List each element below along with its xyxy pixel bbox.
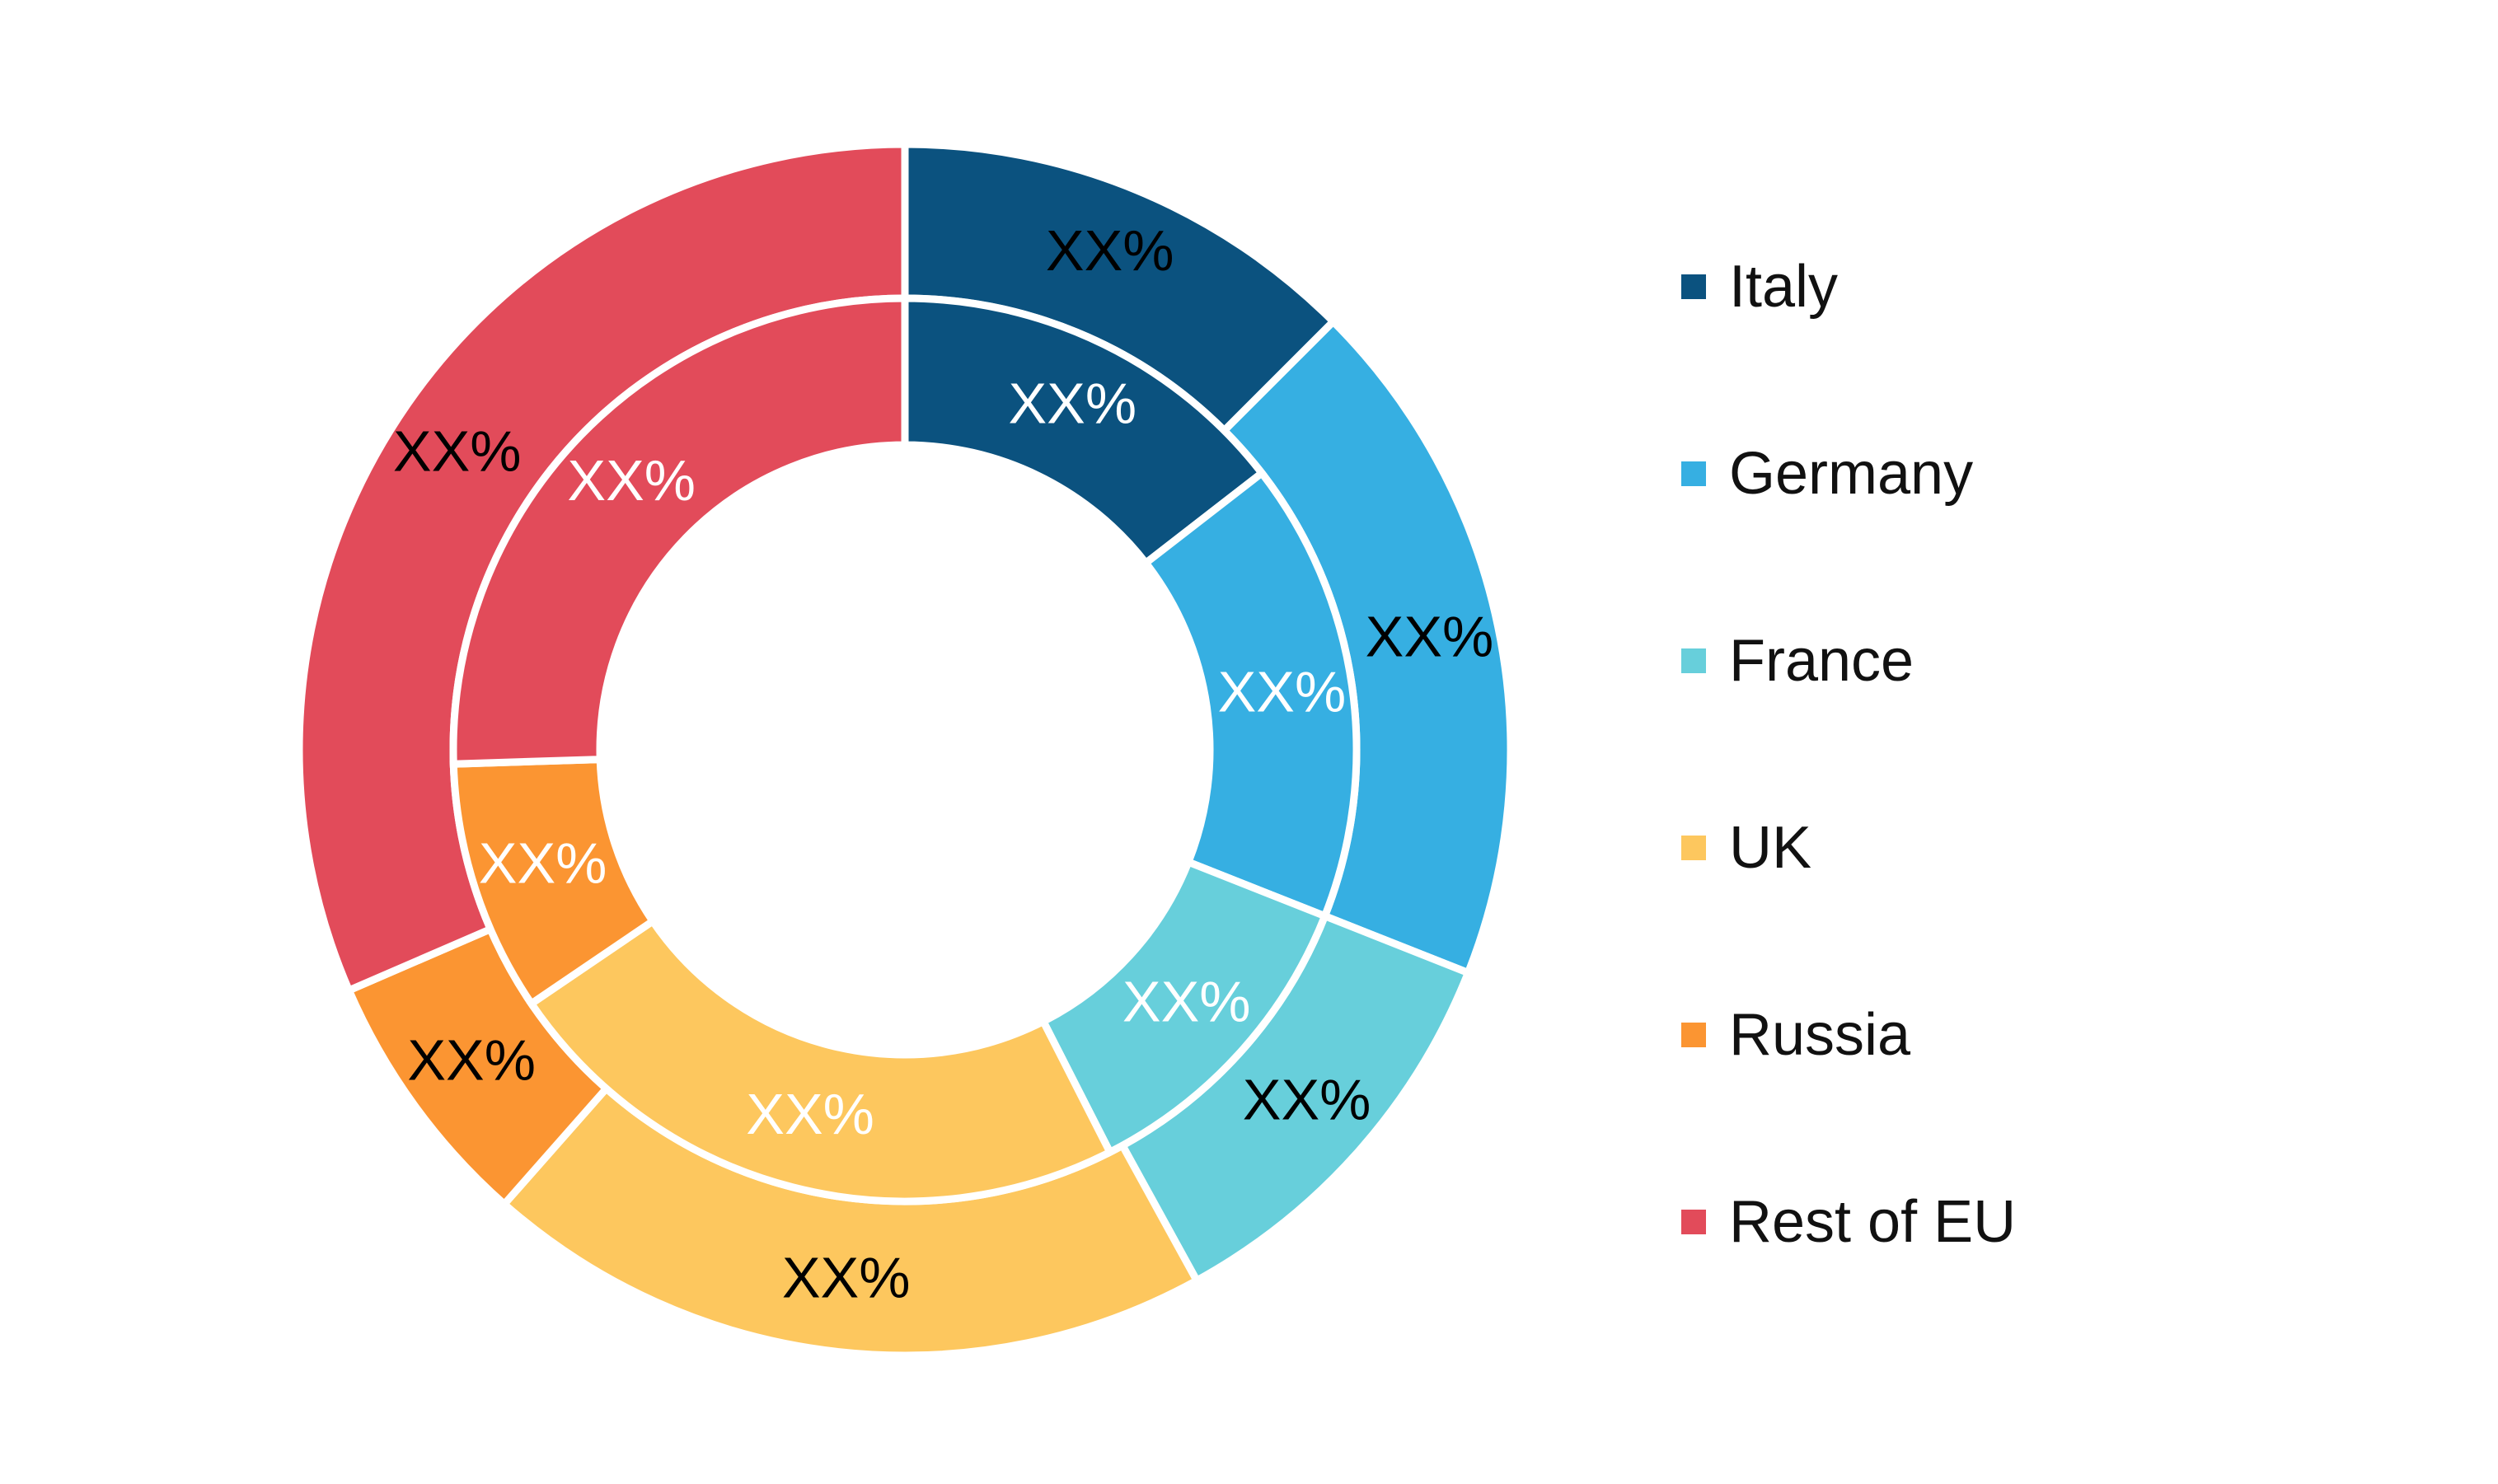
inner-ring-label-germany: XX% (1218, 659, 1347, 723)
outer-ring-label-germany: XX% (1366, 605, 1494, 669)
outer-ring-label-uk: XX% (782, 1246, 911, 1310)
inner-ring-segment-uk (526, 915, 1115, 1205)
legend-swatch-rest-of-eu (1681, 1210, 1706, 1234)
legend-label-russia: Russia (1729, 1002, 1911, 1068)
outer-ring-label-france: XX% (1243, 1067, 1371, 1131)
legend-item-germany: Germany (1681, 430, 2423, 617)
inner-ring-label-italy: XX% (1008, 372, 1137, 436)
inner-ring-label-russia: XX% (479, 831, 607, 895)
legend-label-uk: UK (1729, 815, 1812, 881)
outer-ring-label-rest-of-eu: XX% (393, 419, 522, 484)
legend-item-rest-of-eu: Rest of EU (1681, 1178, 2423, 1365)
inner-ring-label-rest-of-eu: XX% (567, 448, 696, 513)
legend-item-uk: UK (1681, 804, 2423, 991)
legend-swatch-germany (1681, 461, 1706, 486)
inner-ring-label-france: XX% (1122, 969, 1251, 1033)
inner-ring-segment-germany (1141, 467, 1361, 921)
legend-item-russia: Russia (1681, 991, 2423, 1178)
legend-label-rest-of-eu: Rest of EU (1729, 1189, 2017, 1255)
legend-label-italy: Italy (1729, 254, 1839, 320)
legend-label-france: France (1729, 628, 1915, 694)
legend-item-france: France (1681, 617, 2423, 804)
outer-ring-label-russia: XX% (407, 1028, 536, 1093)
legend-label-germany: Germany (1729, 441, 1974, 507)
inner-ring-label-uk: XX% (746, 1082, 874, 1146)
outer-ring-label-italy: XX% (1046, 218, 1174, 283)
legend-swatch-russia (1681, 1023, 1706, 1047)
legend-item-italy: Italy (1681, 243, 2423, 430)
legend-swatch-uk (1681, 836, 1706, 860)
legend-swatch-italy (1681, 274, 1706, 299)
legend-swatch-france (1681, 648, 1706, 673)
legend: Italy Germany France UK Russia Rest of E… (1681, 243, 2423, 1365)
inner-ring-segment-rest-of-eu (449, 294, 909, 768)
